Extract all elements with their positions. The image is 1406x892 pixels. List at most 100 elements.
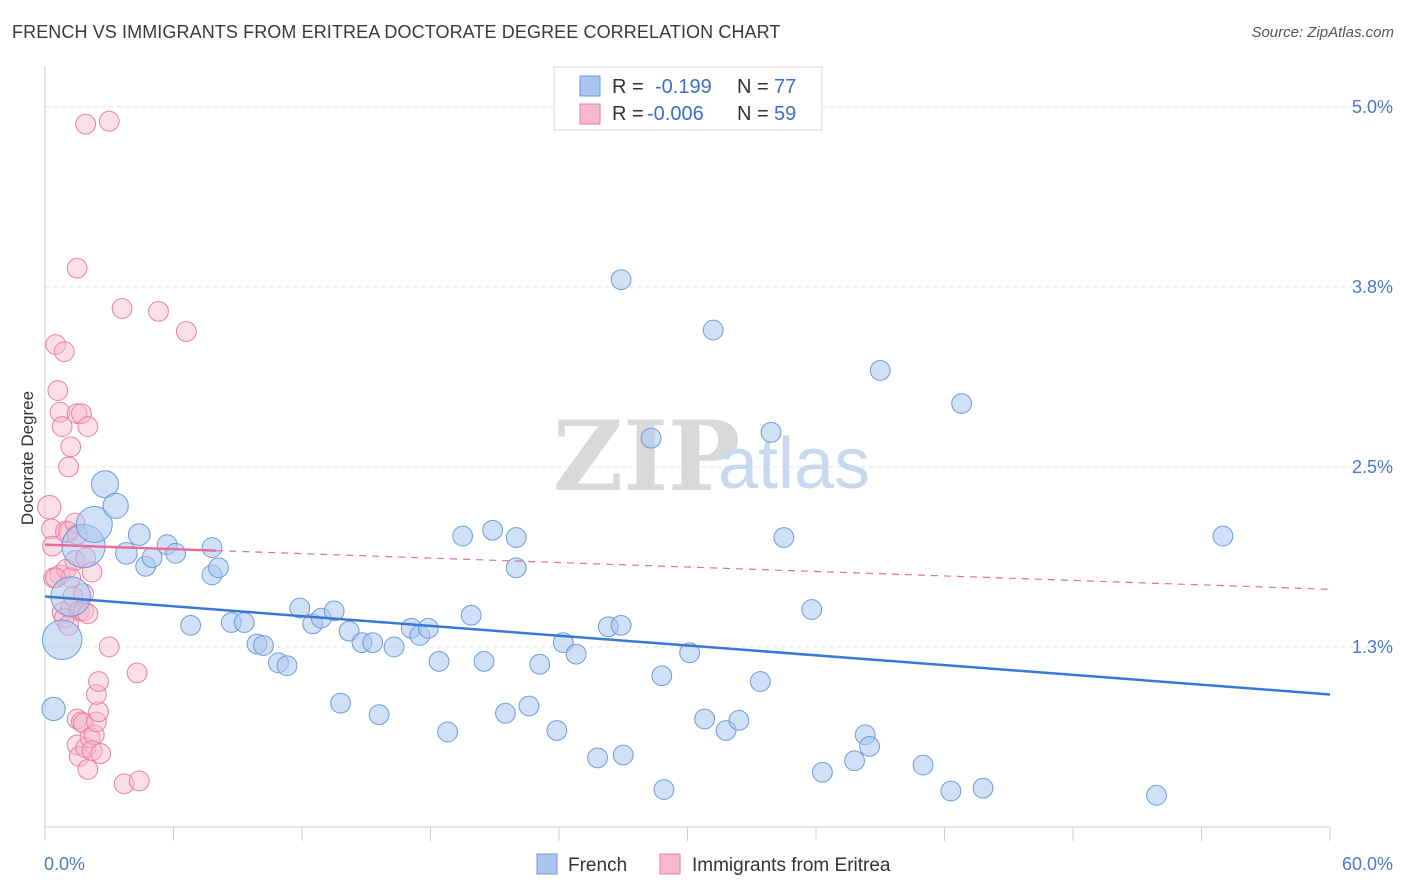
french-point-8 [127,523,151,546]
french-trend-line [44,595,1331,696]
series-legend: French Immigrants from Eritrea [536,853,891,876]
legend-n-label-french: N = [737,76,769,98]
french-point-32 [383,636,405,658]
legend-n-value-french: 77 [774,76,796,98]
watermark: ZIP atlas [553,400,870,513]
french-point-36 [428,650,450,672]
eritrea-point-14 [58,456,79,478]
french-point-26 [323,600,345,622]
french-point-20 [253,635,274,656]
x-tick-label-min: 0.0% [44,854,85,874]
french-point-50 [587,747,608,769]
scatter-points [37,110,1234,806]
french-point-76 [1146,784,1167,806]
french-point-22 [276,655,298,677]
eritrea-point-38 [75,113,97,135]
eritrea-point-47 [90,743,112,764]
french-point-55 [640,427,662,449]
french-point-27 [330,692,351,714]
legend-n-label-eritrea: N = [737,103,769,125]
axes [44,66,1331,841]
french-point-67 [812,761,833,783]
french-point-1 [41,619,83,661]
chart-title: FRENCH VS IMMIGRANTS FROM ERITREA DOCTOR… [12,22,781,42]
eritrea-point-8 [53,341,75,363]
eritrea-point-56 [148,300,169,322]
eritrea-point-22 [71,403,92,425]
french-point-66 [801,599,823,620]
y-tick-label-0: 1.3% [1352,637,1393,657]
french-point-12 [165,542,187,564]
french-point-23 [289,597,311,619]
french-point-7 [115,542,138,565]
french-point-14 [201,537,223,558]
eritrea-point-49 [88,671,109,692]
french-point-46 [529,653,551,675]
eritrea-point-43 [83,724,105,746]
eritrea-trend-line-solid [44,543,217,552]
french-point-38 [452,525,474,547]
legend-n-value-eritrea: 59 [774,103,796,125]
french-point-35 [417,617,439,639]
french-point-47 [546,720,568,741]
eritrea-point-54 [126,662,148,684]
french-point-16 [208,557,229,579]
french-point-31 [368,704,390,726]
legend-r-label-french: R = [612,76,644,98]
french-point-0 [41,696,66,722]
french-point-53 [612,744,634,766]
trend-lines [44,543,1331,696]
legend-r-value-french: -0.199 [655,76,712,98]
french-point-73 [940,780,962,802]
eritrea-trend-line-dashed [216,550,1331,590]
bottom-legend-swatch-eritrea [659,853,681,875]
french-point-74 [951,393,973,414]
french-point-52 [610,614,632,636]
french-point-75 [972,777,994,799]
x-tick-label-max: 60.0% [1342,854,1393,874]
french-point-63 [749,671,771,692]
french-point-18 [233,612,255,633]
french-point-68 [844,750,865,772]
watermark-atlas: atlas [718,424,870,504]
bottom-legend-label-french: French [568,855,627,876]
french-point-40 [473,650,495,672]
eritrea-point-57 [175,321,197,342]
eritrea-point-52 [98,636,120,658]
french-point-62 [728,710,750,731]
bottom-legend-label-eritrea: Immigrants from Eritrea [692,855,891,876]
french-point-64 [760,421,782,443]
eritrea-point-46 [88,701,109,723]
french-point-77 [1212,525,1234,547]
eritrea-point-1 [41,518,62,540]
french-point-4 [75,506,113,544]
french-point-57 [653,779,675,800]
grid-lines [45,106,1390,648]
french-point-49 [565,643,587,665]
eritrea-point-35 [77,416,99,437]
eritrea-point-0 [37,495,62,520]
eritrea-point-48 [86,684,107,705]
french-point-39 [460,604,482,626]
bottom-legend-swatch-french [536,853,558,875]
french-point-6 [102,492,129,519]
y-tick-label-3: 5.0% [1352,97,1393,117]
french-point-54 [610,269,632,291]
french-point-30 [362,632,384,654]
french-point-44 [505,557,527,579]
source-label: Source: ZipAtlas.com [1251,24,1394,41]
legend-r-value-eritrea: -0.006 [647,103,704,125]
y-tick-label-2: 3.8% [1352,277,1393,297]
tick-labels: 1.3% 2.5% 3.8% 5.0% 0.0% 60.0% [44,97,1393,874]
y-tick-label-1: 2.5% [1352,457,1393,477]
french-point-41 [482,519,504,541]
eritrea-point-7 [51,416,73,437]
french-point-60 [702,319,724,341]
legend-r-label-eritrea: R = [612,103,644,125]
french-point-70 [859,735,880,757]
french-point-56 [651,665,673,687]
correlation-legend: R = -0.199 N = 77 R = -0.006 N = 59 [553,66,823,131]
y-axis-title: Doctorate Degree [18,391,37,525]
eritrea-point-55 [128,770,150,792]
